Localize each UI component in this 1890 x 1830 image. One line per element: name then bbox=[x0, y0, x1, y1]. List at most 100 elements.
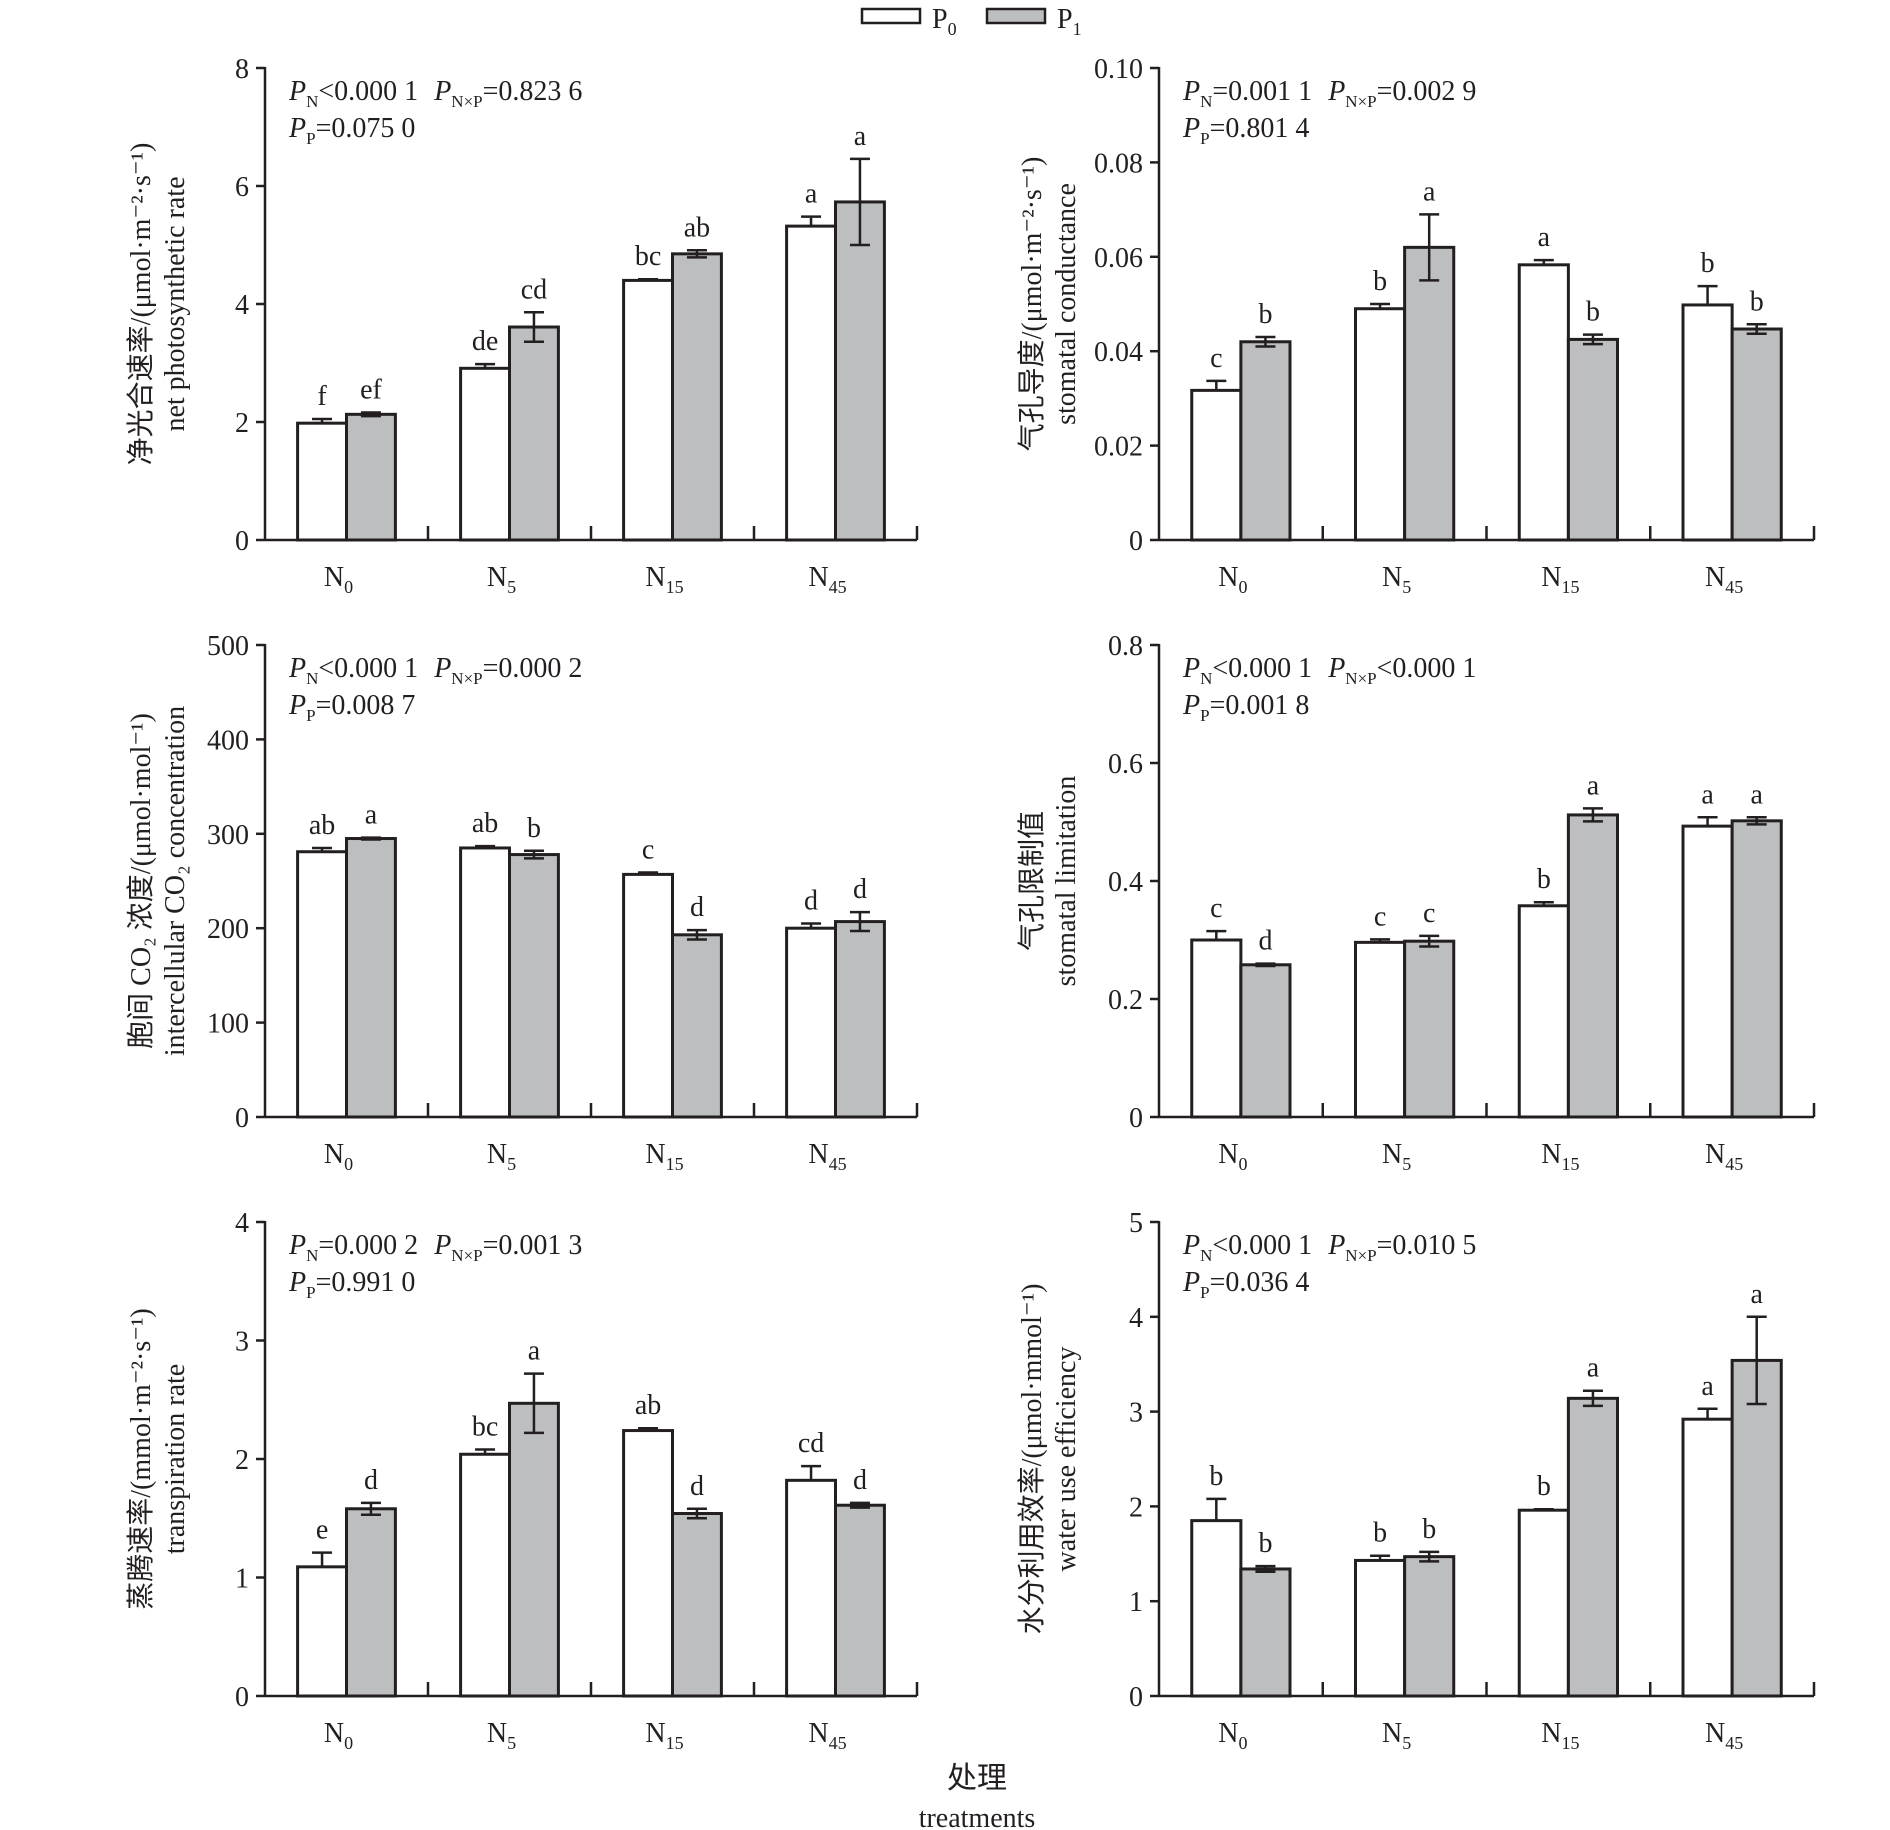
significance-letter: d bbox=[804, 885, 818, 916]
y-tick-label: 6 bbox=[235, 172, 249, 203]
y-tick-label: 0.6 bbox=[1108, 749, 1143, 780]
x-tick-label: N0 bbox=[1218, 1139, 1247, 1174]
stats-annotation: PP=0.991 0 bbox=[288, 1267, 415, 1302]
bar-p0-N5 bbox=[459, 366, 512, 542]
significance-letter: b bbox=[1373, 1518, 1387, 1549]
y-axis-label-en: stomatal limitation bbox=[1051, 776, 1082, 987]
stats-annotation: PP=0.036 4 bbox=[1182, 1267, 1309, 1302]
y-axis-label-en: intercellular CO₂ concentration bbox=[160, 706, 191, 1056]
panel-stomatal-limitation: 0 0.2 0.4 0.6 0.8 N0 N5 N15 N45 c c b a d c a a PN<0.000 … bbox=[1016, 631, 1816, 1174]
y-tick-label: 300 bbox=[207, 820, 249, 851]
bar-p0-N15 bbox=[622, 278, 674, 542]
bar-p0-N0 bbox=[1190, 388, 1243, 542]
y-tick-label: 4 bbox=[1129, 1303, 1143, 1334]
significance-letter: d bbox=[853, 1465, 867, 1496]
y-axis-label-en: transpiration rate bbox=[160, 1364, 191, 1554]
significance-letter: a bbox=[1538, 222, 1551, 253]
bar-p0-N45 bbox=[785, 1478, 837, 1698]
significance-letter: ab bbox=[472, 808, 498, 839]
y-tick-label: 0 bbox=[235, 1103, 249, 1134]
bar-p0-N15 bbox=[622, 1429, 674, 1698]
significance-letter: ab bbox=[309, 810, 335, 841]
x-tick-label: N5 bbox=[1382, 1139, 1411, 1174]
bar-p1-N45 bbox=[1730, 1358, 1783, 1698]
significance-letter: b bbox=[1750, 286, 1764, 317]
bar-p0-N45 bbox=[1681, 303, 1734, 542]
stats-annotation: PP=0.001 8 bbox=[1182, 690, 1309, 725]
significance-letter: b bbox=[1373, 266, 1387, 297]
x-tick-label: N45 bbox=[1705, 562, 1743, 597]
significance-letter: c bbox=[1374, 901, 1386, 932]
significance-letter: ab bbox=[684, 212, 710, 243]
x-tick-label: N0 bbox=[1218, 562, 1247, 597]
x-tick-label: N0 bbox=[324, 562, 353, 597]
y-tick-label: 200 bbox=[207, 914, 249, 945]
y-tick-label: 400 bbox=[207, 725, 249, 756]
y-tick-label: 5 bbox=[1129, 1208, 1143, 1239]
bar-p0-N0 bbox=[1190, 938, 1243, 1119]
x-tick-label: N45 bbox=[1705, 1139, 1743, 1174]
significance-letter: d bbox=[690, 1471, 704, 1502]
significance-letter: d bbox=[1258, 926, 1272, 957]
bar-p1-N5 bbox=[1403, 939, 1456, 1119]
significance-letter: cd bbox=[798, 1428, 824, 1459]
x-tick-label: N5 bbox=[1382, 1718, 1411, 1753]
legend: P0 P1 bbox=[860, 4, 1082, 39]
bar-p1-N15 bbox=[671, 933, 723, 1119]
significance-letter: cd bbox=[521, 274, 547, 305]
panel-net-photosynthetic-rate: 0 2 4 6 8 N0 N5 N15 N45 f de bc a ef cd ab a PN<0.000 1 PN… bbox=[125, 54, 919, 597]
bar-p1-N5 bbox=[1403, 245, 1456, 542]
bar-p0-N5 bbox=[459, 1452, 512, 1698]
y-tick-label: 0.10 bbox=[1094, 54, 1143, 85]
y-tick-label: 2 bbox=[235, 408, 249, 439]
legend-label-p0: P0 bbox=[932, 4, 957, 39]
y-tick-label: 500 bbox=[207, 631, 249, 662]
bar-p1-N15 bbox=[671, 1512, 723, 1698]
y-tick-label: 0 bbox=[1129, 1103, 1143, 1134]
y-tick-label: 0 bbox=[235, 526, 249, 557]
y-axis-label-cn: 气孔导度/(μmol·m⁻²·s⁻¹) bbox=[1016, 157, 1048, 452]
significance-letter: b bbox=[1422, 1514, 1436, 1545]
significance-letter: a bbox=[805, 179, 818, 210]
significance-letter: a bbox=[1750, 779, 1763, 810]
significance-letter: c bbox=[1210, 343, 1222, 374]
significance-letter: a bbox=[1750, 1279, 1763, 1310]
bar-p0-N0 bbox=[1190, 1519, 1243, 1698]
significance-letter: b bbox=[1258, 299, 1272, 330]
bar-p1-N5 bbox=[508, 1401, 560, 1698]
significance-letter: a bbox=[1587, 1353, 1600, 1384]
y-axis-label-en: stomatal conductance bbox=[1051, 183, 1082, 425]
x-axis-label-en: treatments bbox=[919, 1803, 1036, 1830]
bar-p0-N15 bbox=[1517, 904, 1570, 1119]
bar-p1-N15 bbox=[1566, 337, 1619, 542]
y-axis-label-cn: 气孔限制值 bbox=[1016, 811, 1048, 951]
legend-label-p1: P1 bbox=[1057, 4, 1082, 39]
bar-p0-N5 bbox=[1354, 940, 1407, 1119]
y-tick-label: 8 bbox=[235, 54, 249, 85]
panel-water-use-efficiency: 0 1 2 3 4 5 N0 N5 N15 N45 b b b a b b a a PN<0.000 1 PN×P=0… bbox=[1016, 1208, 1816, 1753]
y-tick-label: 0.06 bbox=[1094, 243, 1143, 274]
significance-letter: ef bbox=[360, 375, 382, 406]
significance-letter: a bbox=[1423, 176, 1436, 207]
significance-letter: b bbox=[1209, 1461, 1223, 1492]
bar-p0-N15 bbox=[1517, 263, 1570, 542]
y-tick-label: 2 bbox=[1129, 1492, 1143, 1523]
stats-annotation: PN<0.000 1 PN×P=0.000 2 bbox=[288, 653, 582, 688]
bar-p1-N15 bbox=[1566, 1396, 1619, 1698]
bar-p0-N5 bbox=[1354, 1558, 1407, 1698]
x-tick-label: N0 bbox=[1218, 1718, 1247, 1753]
bar-p0-N15 bbox=[1517, 1508, 1570, 1698]
bar-p1-N45 bbox=[1730, 819, 1783, 1119]
bar-p1-N0 bbox=[1239, 963, 1292, 1119]
stats-annotation: PP=0.008 7 bbox=[288, 690, 415, 725]
x-axis-label-cn: 处理 bbox=[947, 1762, 1007, 1795]
significance-letter: a bbox=[365, 800, 378, 831]
legend-swatch-p1 bbox=[985, 7, 1047, 25]
bar-p0-N0 bbox=[296, 850, 349, 1119]
significance-letter: a bbox=[1701, 779, 1714, 810]
y-tick-label: 4 bbox=[235, 290, 249, 321]
x-tick-label: N45 bbox=[808, 1718, 846, 1753]
bar-p1-N45 bbox=[1730, 327, 1783, 542]
